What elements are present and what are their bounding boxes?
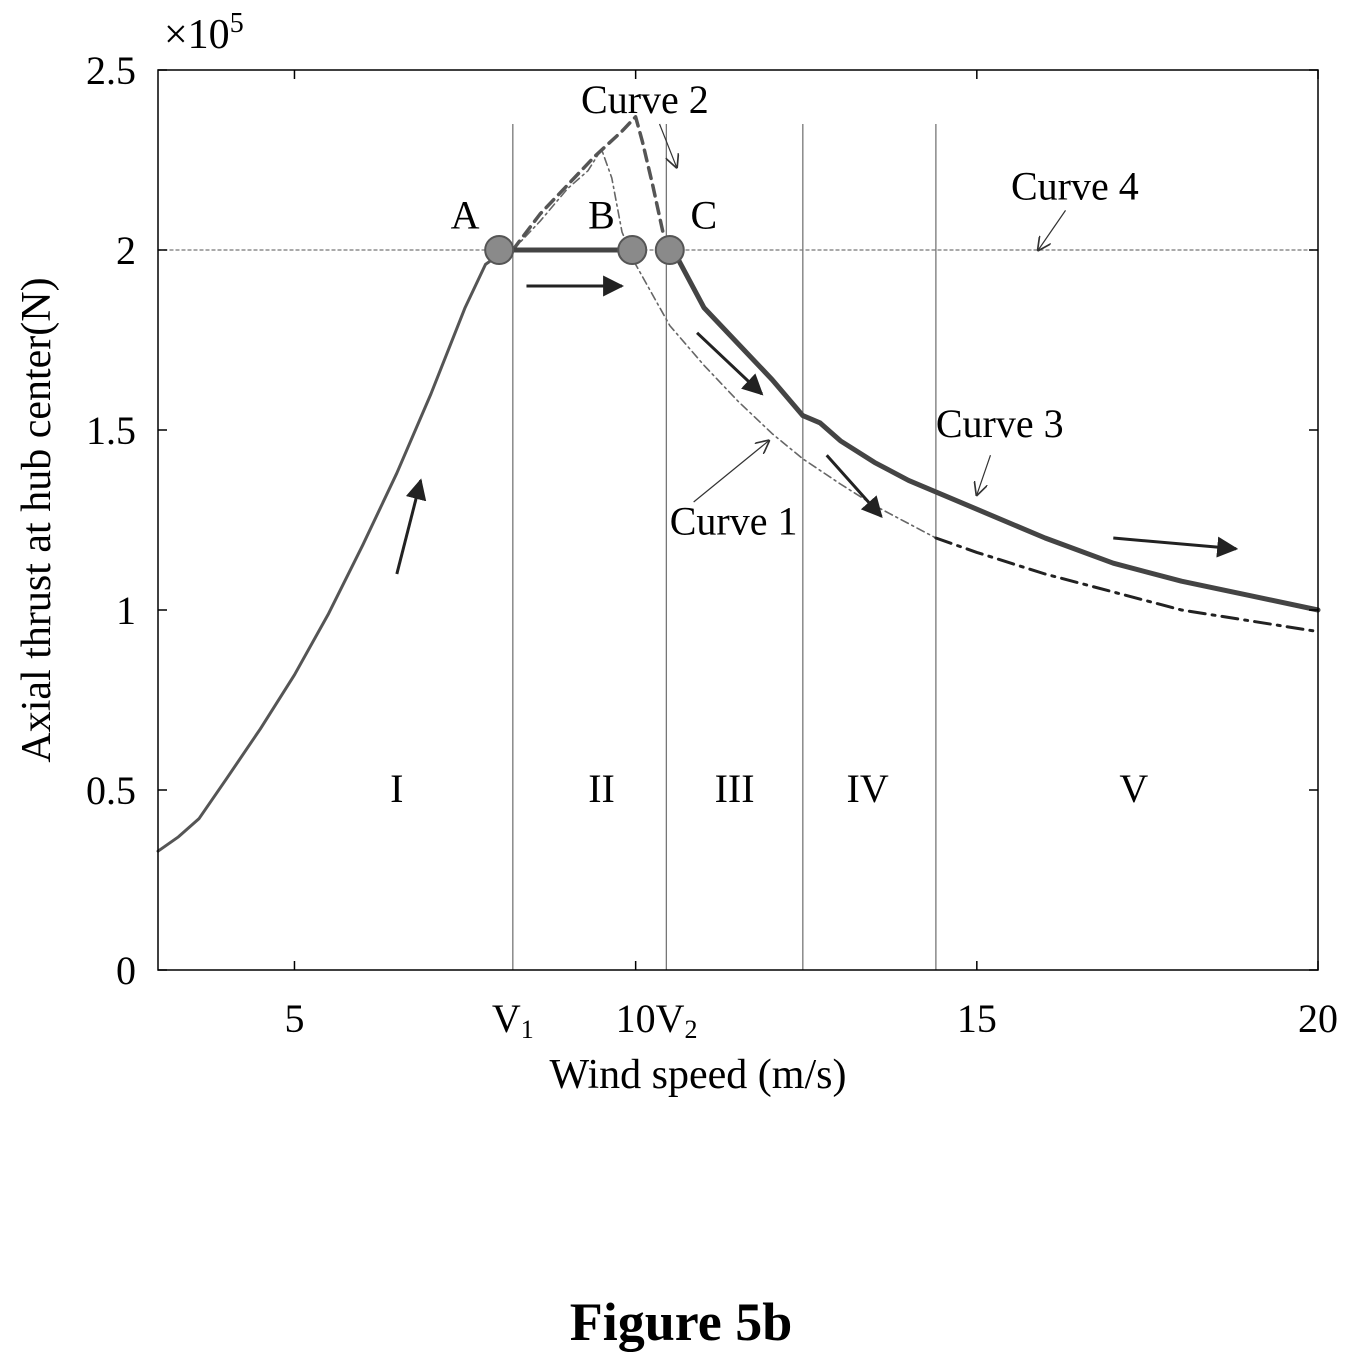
curve-annotation-label: Curve 1 [670, 498, 798, 543]
annotation-pointer-icon [1038, 210, 1067, 250]
series-line-rise [156, 248, 508, 853]
region-label: II [588, 766, 615, 811]
curve-annotation-label: Curve 3 [936, 401, 1064, 446]
y-tick-label: 0.5 [86, 768, 136, 813]
region-label: I [390, 766, 403, 811]
key-point-marker [617, 235, 648, 265]
region-boundaries [512, 124, 937, 970]
key-points: A B C [451, 192, 718, 265]
y-axis-label: Axial thrust at hub center(N) [14, 277, 60, 762]
region-labels: I II III IV V [390, 766, 1148, 811]
y-tick-label: 2 [116, 228, 136, 273]
y-scale-factor: ×105 [164, 8, 244, 58]
y-tick-label: 1.5 [86, 408, 136, 453]
key-point-label: A [451, 192, 480, 237]
annotation-pointer-icon [658, 123, 677, 167]
curve-annotation-label: Curve 2 [581, 77, 709, 122]
key-point-marker [654, 235, 685, 265]
tick-labels: 5 V1 10 V2 15 20 0 0.5 1 1.5 2 2.5 [86, 48, 1338, 1044]
curve-annotation-label: Curve 4 [1011, 164, 1139, 209]
curve-annotations: Curve 2 Curve 4 Curve 3 Curve 1 [581, 77, 1139, 543]
direction-arrow-icon [825, 454, 883, 518]
x-axis-label: Wind speed (m/s) [550, 1052, 847, 1098]
x-tick-label: 10 [616, 996, 656, 1041]
series-lines [156, 115, 1321, 853]
figure-label: Figure 5b [570, 1292, 793, 1352]
direction-arrow-icon [1113, 536, 1239, 558]
region-label: IV [847, 766, 889, 811]
axis-ticks [158, 69, 1319, 971]
region-label: V [1119, 766, 1148, 811]
annotation-pointer-icon [977, 455, 992, 495]
series-line-curve1-peak [511, 148, 937, 539]
series-line-curve2 [511, 115, 665, 252]
x-tick-label: 5 [284, 996, 304, 1041]
x-tick-label: V1 [492, 996, 534, 1044]
y-tick-label: 2.5 [86, 48, 136, 93]
x-tick-label: V2 [656, 996, 698, 1044]
annotation-pointer-icon [693, 441, 769, 503]
y-tick-label: 0 [116, 948, 136, 993]
direction-arrow-icon [696, 331, 764, 396]
direction-arrows [395, 275, 1239, 575]
region-label: III [715, 766, 755, 811]
key-point-label: B [588, 192, 615, 237]
plot-frame [157, 69, 1319, 971]
series-line-curve3 [670, 247, 1321, 613]
series-line-curve1-tail [934, 536, 1320, 634]
key-point-label: C [691, 192, 718, 237]
x-tick-label: 20 [1298, 996, 1338, 1041]
x-tick-label: 15 [957, 996, 997, 1041]
y-tick-label: 1 [116, 588, 136, 633]
direction-arrow-icon [395, 478, 427, 575]
key-point-marker [484, 235, 515, 265]
